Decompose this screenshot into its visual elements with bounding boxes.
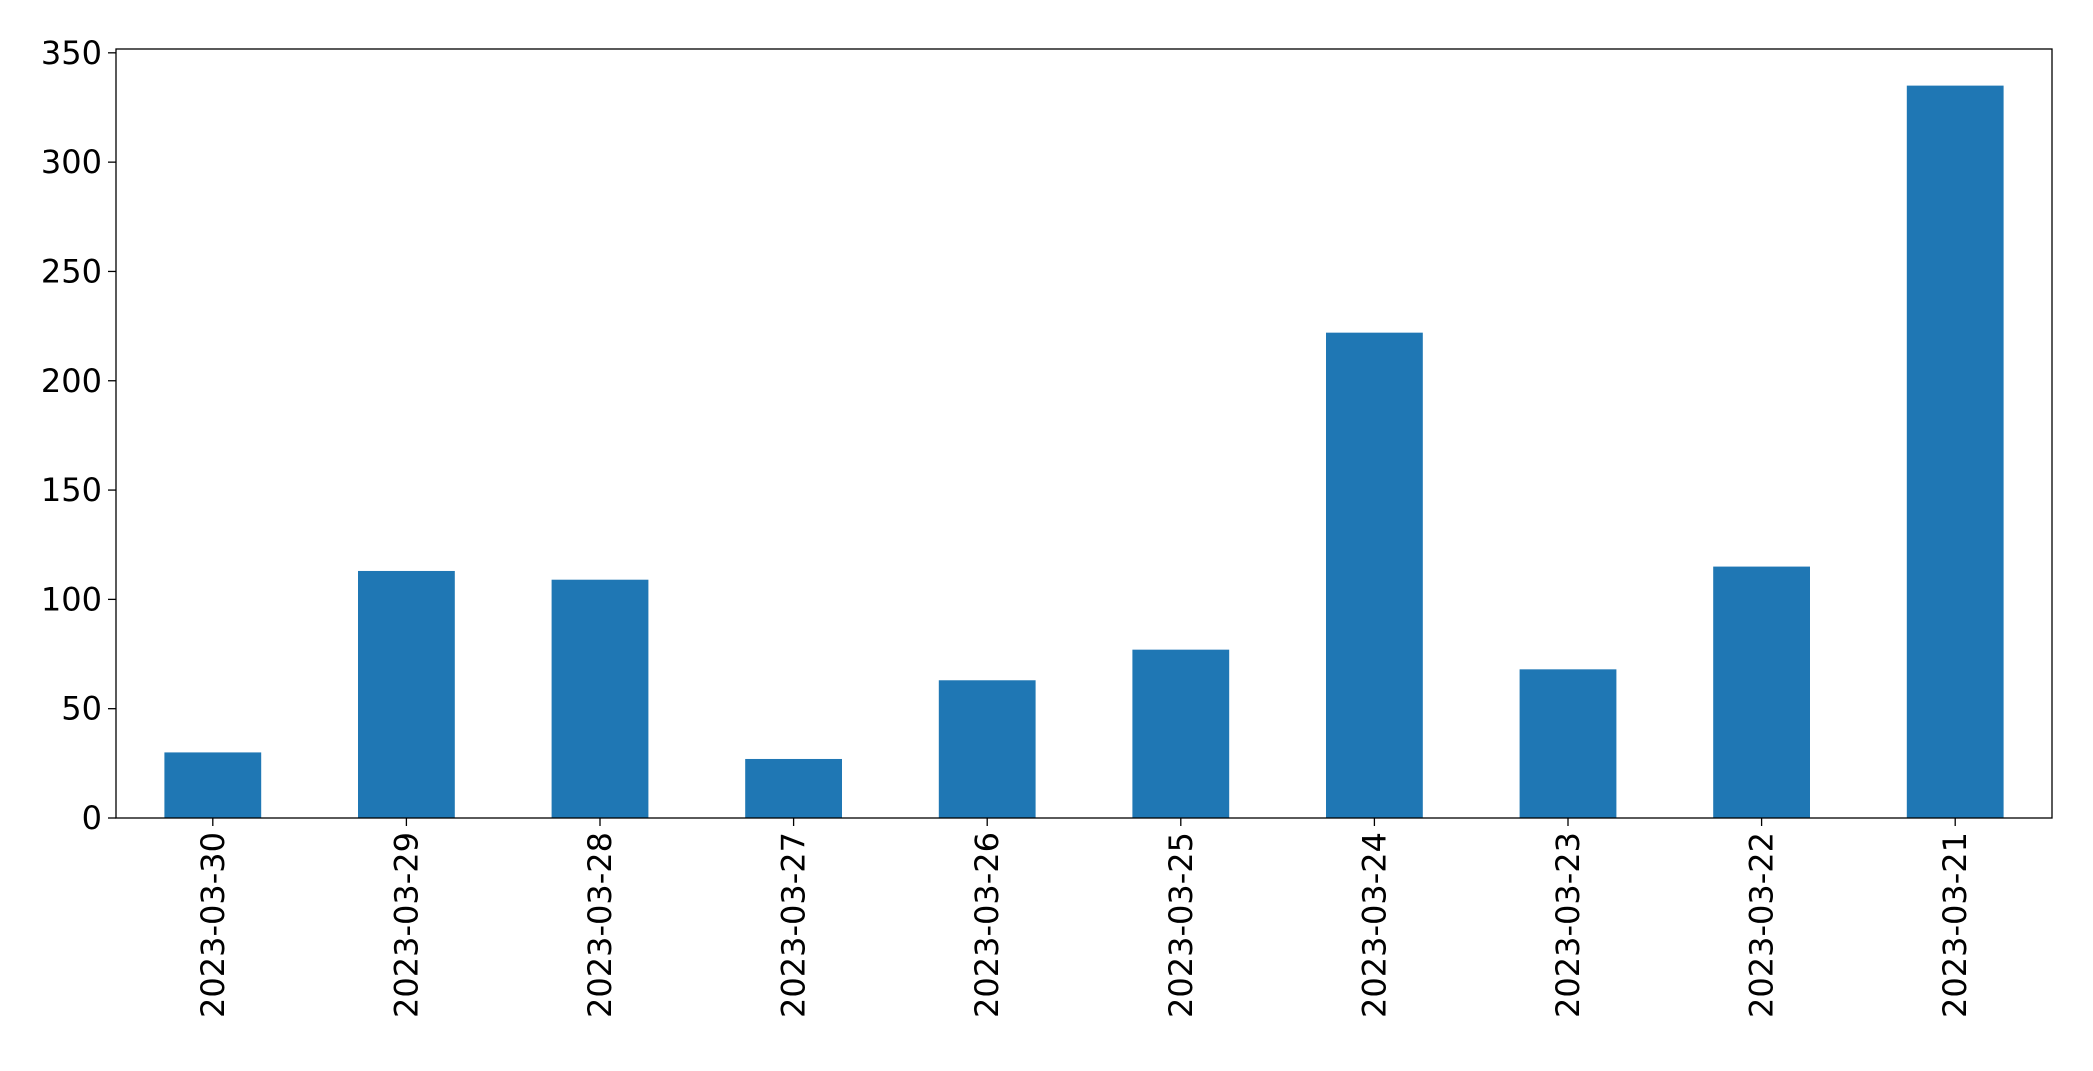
y-tick-label: 150	[41, 471, 102, 509]
bar	[1132, 649, 1230, 818]
x-tick-label: 2023-03-26	[968, 832, 1006, 1018]
bar	[1906, 85, 2004, 819]
bar	[164, 752, 262, 818]
bar	[938, 680, 1036, 818]
x-tick-label: 2023-03-30	[194, 832, 232, 1018]
y-tick-label: 300	[41, 143, 102, 181]
x-tick-label: 2023-03-23	[1549, 832, 1587, 1018]
x-tick-label: 2023-03-28	[581, 832, 619, 1018]
bar	[358, 570, 455, 818]
y-tick-label: 250	[41, 252, 102, 290]
bar	[551, 579, 649, 818]
x-tick-label: 2023-03-22	[1743, 832, 1781, 1018]
bar	[1519, 669, 1617, 818]
x-tick-label: 2023-03-29	[387, 832, 425, 1018]
bar	[745, 758, 842, 818]
bar	[1326, 332, 1423, 818]
x-tick-label: 2023-03-21	[1936, 832, 1974, 1018]
bar	[1713, 566, 1810, 818]
y-tick-label: 0	[82, 799, 102, 837]
y-tick-label: 200	[41, 362, 102, 400]
y-tick-label: 50	[61, 690, 102, 728]
axes-frame	[115, 48, 2053, 819]
x-tick-label: 2023-03-24	[1355, 832, 1393, 1018]
y-tick-label: 100	[41, 580, 102, 618]
plot-area	[164, 85, 2004, 819]
x-tick-label: 2023-03-27	[775, 832, 813, 1018]
x-tick-label: 2023-03-25	[1162, 832, 1200, 1018]
y-tick-label: 350	[41, 34, 102, 72]
